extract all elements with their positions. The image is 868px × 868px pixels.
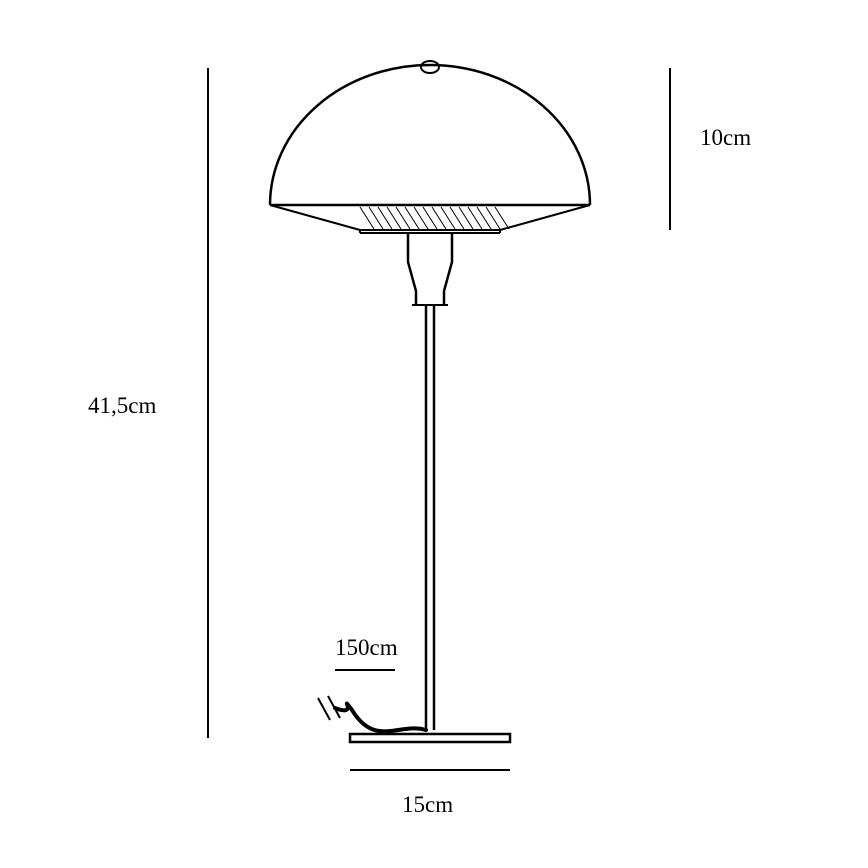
total-height-label: 41,5cm <box>88 393 156 419</box>
dimension-lines <box>208 68 670 770</box>
lamp-outline <box>270 61 590 742</box>
hatching <box>360 207 509 229</box>
base-width-label: 15cm <box>402 792 453 818</box>
power-cord <box>318 696 426 731</box>
shade-height-label: 10cm <box>700 125 751 151</box>
diagram-stage: 41,5cm 10cm 15cm 150cm <box>0 0 868 868</box>
cord-length-label: 150cm <box>335 635 398 661</box>
